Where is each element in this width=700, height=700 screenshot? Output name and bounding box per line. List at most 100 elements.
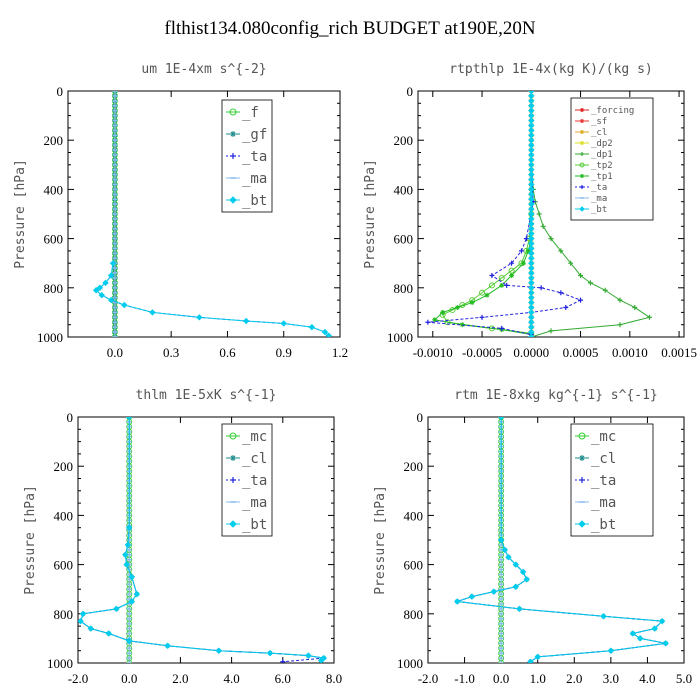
series-line [79, 417, 325, 661]
y-axis-label: Pressure [hPa] [23, 485, 38, 595]
legend: _f _gf _ta _ma _bt [221, 99, 273, 213]
chart-panel-3: thlm 1E-5xK s^{-1} Pressure [hPa] 0 200 400 6… [23, 388, 342, 686]
series-marker [558, 248, 564, 254]
series-marker [536, 211, 542, 217]
y-tick-label: 400 [54, 508, 74, 523]
x-tick-label: 3.0 [603, 671, 619, 686]
x-tick-label: 0.0005 [563, 345, 599, 360]
legend-label: _bt [591, 205, 607, 215]
legend-marker [580, 141, 584, 145]
series-marker [548, 236, 554, 242]
series-marker [125, 637, 133, 645]
legend-marker [580, 185, 584, 189]
series-marker [525, 248, 531, 254]
x-tick-label: 0.0015 [661, 345, 697, 360]
series-marker [489, 273, 495, 278]
series-marker [520, 260, 526, 266]
y-tick-label: 0 [57, 84, 64, 99]
series-marker [432, 317, 438, 323]
series-marker [509, 260, 515, 266]
series-marker [266, 649, 274, 657]
series-marker [540, 223, 546, 229]
y-tick-label: 400 [44, 182, 64, 197]
y-axis-label: Pressure [hPa] [373, 485, 388, 595]
legend-label: _ma [242, 171, 267, 187]
x-tick-label: 1.0 [530, 671, 546, 686]
y-tick-label: 800 [54, 607, 74, 622]
y-tick-label: 1000 [47, 656, 73, 671]
y-axis-label: Pressure [hPa] [363, 159, 378, 269]
series-marker [658, 617, 666, 625]
series-marker [454, 304, 460, 310]
x-tick-label: 0.0000 [513, 345, 549, 360]
series-marker [600, 613, 607, 620]
legend-label: _f [242, 105, 259, 121]
series-marker [105, 630, 112, 637]
series-marker [128, 573, 135, 581]
legend-marker [229, 432, 237, 440]
series-marker [125, 417, 133, 421]
series-marker [425, 319, 431, 325]
x-tick-label: -1.0 [454, 671, 475, 686]
series-marker [149, 309, 156, 316]
x-tick-label: -2.0 [418, 671, 439, 686]
x-tick-label: 0.3 [163, 345, 179, 360]
legend-marker [229, 520, 237, 528]
x-tick-label: 8.0 [326, 671, 342, 686]
legend-marker [230, 455, 236, 461]
y-tick-label: 400 [404, 508, 424, 523]
y-tick-label: 600 [44, 232, 64, 247]
legend-label: _dp1 [591, 150, 613, 160]
series-line [79, 417, 324, 663]
series-marker [497, 417, 505, 421]
legend-label: _ta [591, 473, 616, 489]
y-tick-label: 1000 [387, 330, 413, 345]
legend-label: _bt [591, 517, 616, 533]
series-marker [92, 287, 100, 294]
panel-title: rtpthlp 1E-4x(kg K)/(kg s) [449, 62, 653, 77]
legend-label: _cl [591, 451, 616, 467]
series-marker [651, 625, 658, 632]
legend-marker [230, 131, 236, 137]
series-marker [79, 610, 87, 618]
legend-label: _tp2 [591, 161, 613, 171]
x-tick-label: -0.0005 [462, 345, 502, 360]
series-marker [512, 561, 519, 568]
series-marker [568, 260, 574, 266]
series-marker [128, 598, 135, 605]
legend-marker [230, 477, 236, 483]
series-marker [215, 647, 223, 654]
legend-label: _bt [242, 517, 267, 533]
x-tick-label: 0.6 [219, 345, 236, 360]
legend-label: _ta [242, 149, 267, 165]
y-tick-label: 800 [394, 281, 414, 296]
series-marker [280, 320, 287, 327]
series-marker [629, 630, 637, 637]
x-tick-label: -2.0 [68, 671, 89, 686]
legend-marker [580, 130, 584, 134]
series-marker [280, 659, 286, 663]
y-tick-label: 0 [407, 84, 414, 99]
x-tick-label: 0.0 [121, 671, 137, 686]
series-marker [87, 625, 95, 632]
series-marker [501, 546, 509, 554]
series-line [95, 263, 330, 337]
x-tick-label: 5.0 [676, 671, 692, 686]
legend-label: _cl [591, 128, 607, 138]
panel-title: um 1E-4xm s^{-2} [141, 62, 266, 77]
legend-marker [230, 153, 236, 159]
series-marker [98, 291, 105, 299]
y-tick-label: 600 [394, 232, 414, 247]
series-marker [490, 588, 498, 595]
y-axis-label: Pressure [hPa] [13, 159, 28, 269]
series-marker [527, 658, 534, 663]
series-marker [499, 325, 505, 331]
legend-marker [580, 108, 584, 112]
y-tick-label: 400 [394, 182, 414, 197]
series-marker [325, 332, 332, 337]
y-tick-label: 600 [404, 558, 424, 573]
series-marker [578, 273, 584, 278]
y-tick-label: 800 [44, 281, 64, 296]
legend-marker [580, 152, 584, 156]
plot-area [425, 91, 653, 337]
